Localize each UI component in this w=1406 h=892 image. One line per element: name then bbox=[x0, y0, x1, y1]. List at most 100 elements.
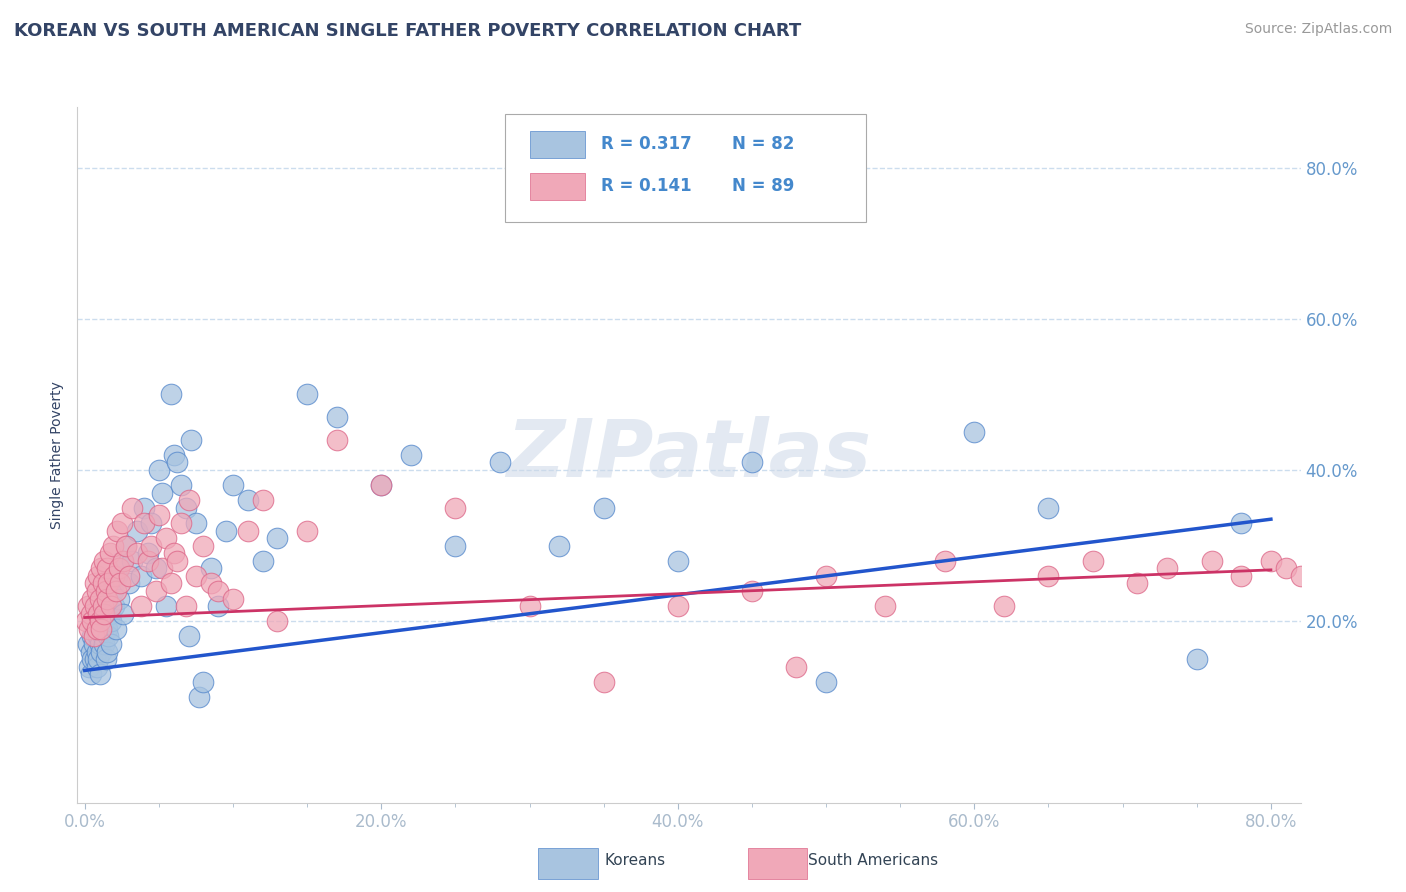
Point bbox=[145, 584, 167, 599]
Point bbox=[75, 615, 97, 629]
Point bbox=[1305, 576, 1327, 591]
Point bbox=[177, 629, 200, 643]
Point bbox=[184, 569, 207, 583]
Point bbox=[1378, 561, 1400, 575]
Text: Source: ZipAtlas.com: Source: ZipAtlas.com bbox=[1244, 22, 1392, 37]
Point bbox=[121, 500, 143, 515]
Point bbox=[138, 554, 160, 568]
Point bbox=[77, 659, 100, 673]
Point bbox=[91, 599, 114, 614]
Point bbox=[104, 622, 127, 636]
Point bbox=[111, 554, 134, 568]
Point bbox=[1081, 554, 1104, 568]
Point bbox=[1185, 652, 1208, 666]
Point bbox=[87, 569, 110, 583]
Point bbox=[96, 561, 118, 575]
Text: Koreans: Koreans bbox=[605, 854, 665, 868]
Point bbox=[159, 576, 181, 591]
Point bbox=[115, 539, 138, 553]
Point bbox=[741, 584, 763, 599]
Point bbox=[79, 607, 101, 621]
Point bbox=[103, 599, 125, 614]
Point bbox=[103, 569, 125, 583]
Point bbox=[89, 615, 111, 629]
Point bbox=[76, 637, 98, 651]
Point bbox=[129, 569, 152, 583]
Point bbox=[155, 531, 177, 545]
Text: R = 0.317: R = 0.317 bbox=[600, 135, 692, 153]
Point bbox=[121, 554, 143, 568]
Point bbox=[79, 644, 101, 658]
Point bbox=[97, 599, 120, 614]
Point bbox=[111, 516, 134, 530]
Point bbox=[148, 508, 170, 523]
Point bbox=[94, 652, 117, 666]
Point bbox=[963, 425, 986, 440]
FancyBboxPatch shape bbox=[506, 114, 866, 222]
Point bbox=[89, 667, 111, 681]
Point bbox=[98, 546, 121, 560]
Point bbox=[1319, 561, 1341, 575]
Point bbox=[125, 524, 148, 538]
Point bbox=[91, 576, 114, 591]
Text: N = 89: N = 89 bbox=[731, 177, 794, 194]
Point bbox=[97, 629, 120, 643]
Point bbox=[90, 561, 112, 575]
Point bbox=[326, 410, 349, 425]
Point bbox=[174, 500, 197, 515]
Point bbox=[112, 554, 135, 568]
Point bbox=[87, 607, 110, 621]
Point bbox=[90, 644, 112, 658]
Point bbox=[236, 493, 259, 508]
Point bbox=[785, 659, 807, 673]
Point bbox=[100, 615, 122, 629]
Point bbox=[207, 599, 229, 614]
Point bbox=[90, 622, 112, 636]
Point bbox=[207, 584, 229, 599]
Point bbox=[83, 637, 105, 651]
Point bbox=[90, 622, 112, 636]
Point bbox=[89, 637, 111, 651]
Point bbox=[993, 599, 1015, 614]
Point bbox=[370, 478, 392, 492]
Point bbox=[96, 591, 118, 606]
Point bbox=[82, 652, 104, 666]
Point bbox=[193, 674, 215, 689]
Y-axis label: Single Father Poverty: Single Father Poverty bbox=[51, 381, 65, 529]
Point bbox=[86, 659, 108, 673]
Point bbox=[108, 591, 131, 606]
Point bbox=[84, 576, 107, 591]
Point bbox=[174, 599, 197, 614]
Point bbox=[84, 622, 107, 636]
Point bbox=[666, 599, 689, 614]
Point bbox=[141, 516, 163, 530]
Point bbox=[222, 478, 245, 492]
Point bbox=[101, 584, 124, 599]
Bar bbox=[530, 131, 585, 158]
Point bbox=[118, 576, 141, 591]
Point bbox=[444, 539, 467, 553]
Point bbox=[110, 576, 132, 591]
Point bbox=[129, 599, 152, 614]
Point bbox=[96, 644, 118, 658]
Point bbox=[89, 615, 111, 629]
Point bbox=[76, 599, 98, 614]
Point bbox=[548, 539, 571, 553]
Point bbox=[93, 607, 115, 621]
Point bbox=[86, 622, 108, 636]
Point bbox=[96, 622, 118, 636]
Text: KOREAN VS SOUTH AMERICAN SINGLE FATHER POVERTY CORRELATION CHART: KOREAN VS SOUTH AMERICAN SINGLE FATHER P… bbox=[14, 22, 801, 40]
Point bbox=[84, 599, 107, 614]
Point bbox=[98, 607, 121, 621]
Text: ZIPatlas: ZIPatlas bbox=[506, 416, 872, 494]
Point bbox=[93, 615, 115, 629]
Point bbox=[236, 524, 259, 538]
Point bbox=[82, 615, 104, 629]
Point bbox=[84, 652, 107, 666]
Point bbox=[91, 629, 114, 643]
Point bbox=[105, 569, 128, 583]
Point bbox=[166, 455, 188, 469]
Point bbox=[155, 599, 177, 614]
Bar bbox=[530, 173, 585, 200]
Point bbox=[91, 607, 114, 621]
